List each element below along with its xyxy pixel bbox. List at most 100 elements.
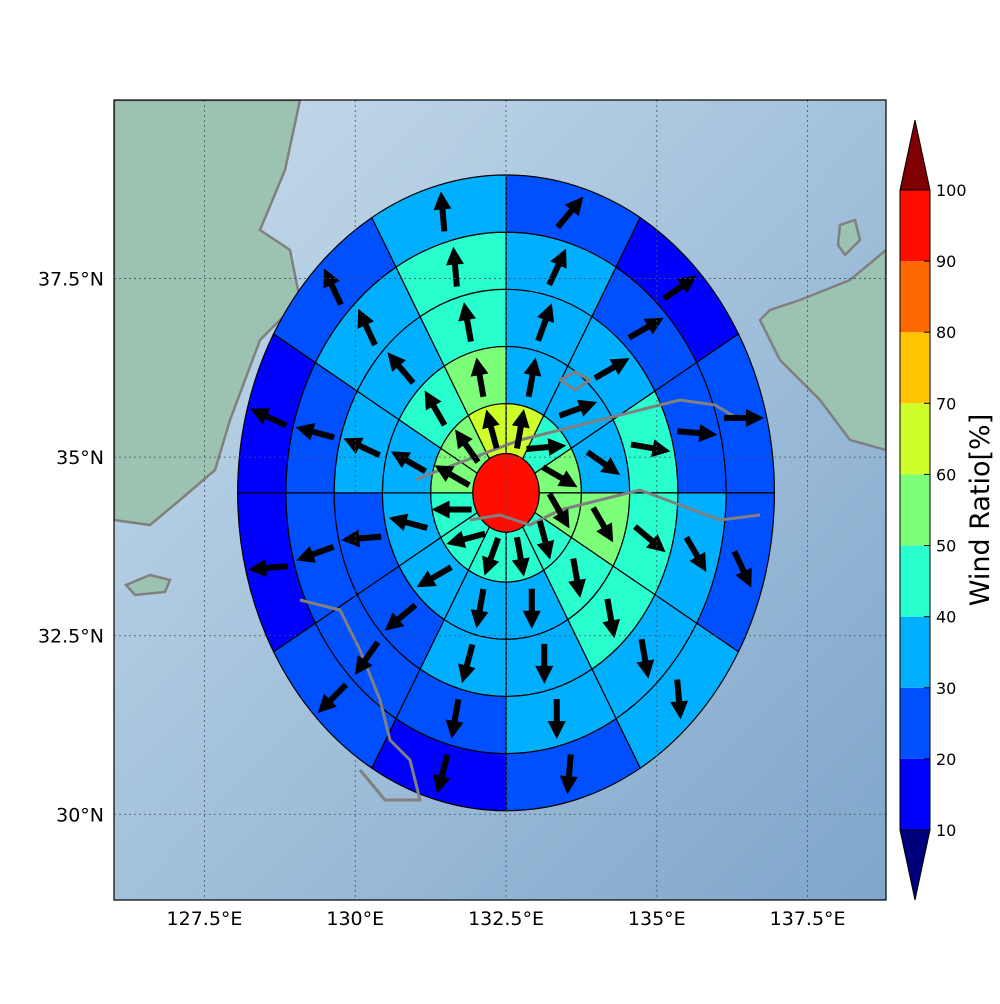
- arrow-ring3-s6: [535, 643, 554, 684]
- colorbar-segment: [900, 545, 930, 617]
- colorbar-segment: [900, 687, 930, 759]
- arrow-ring6-s10-shaft: [0, 0, 3, 18]
- arrow-ring5-s1-shaft: [555, 206, 576, 230]
- axes: 127.5°E 130°E 132.5°E 135°E 137.5°E 30°N 32.5°…: [38, 99, 887, 930]
- arrow-ring4-s9-shaft: [310, 543, 335, 558]
- arrow-ring4-s8-head: [354, 655, 373, 676]
- arrow-ring1-s4-head: [552, 508, 570, 529]
- arrow-ring2-s12-shaft: [476, 372, 487, 398]
- arrow-ring4-s1-head: [550, 248, 567, 269]
- arrow-ring1-s2-head: [547, 438, 567, 457]
- arrow-ring1-s5-head: [536, 539, 555, 560]
- arrow-ring1-s12-shaft: [487, 424, 500, 449]
- arrow-ring2-s3-head: [600, 457, 621, 475]
- arrow-ring5-s6: [559, 754, 578, 795]
- arrow-ring1-s11-head: [455, 429, 473, 450]
- colorbar-frame: [899, 189, 931, 831]
- jeju-island: [123, 573, 172, 597]
- arrow-ring3-s3: [630, 439, 671, 458]
- arrow-ring4-s7: [445, 698, 464, 739]
- arrow-ring2-s2-shaft: [558, 404, 584, 419]
- arrow-ring4-s7-shaft: [451, 698, 462, 724]
- arrow-ring3-s4: [633, 524, 666, 553]
- arrow-ring3-s8-shaft: [395, 602, 418, 623]
- arrow-ring2-s9: [388, 513, 429, 532]
- arrow-ring1-s10: [434, 465, 471, 488]
- arrow-ring3-s5: [602, 598, 621, 639]
- oki-island: [836, 218, 862, 257]
- arrow-ring6-s10: [0, 0, 9, 18]
- colorbar-extend-top: [899, 119, 931, 191]
- arrow-ring2-s8: [416, 564, 453, 588]
- arrow-ring2-s8-shaft: [428, 564, 453, 582]
- arrow-ring2-s12-head: [470, 357, 489, 377]
- arrow-ring4-s1-shaft: [546, 261, 563, 287]
- arrow-ring2-s4-head: [596, 522, 614, 543]
- arrow-ring1-s1-head: [511, 409, 530, 429]
- arrow-ring6-s2: [0, 0, 9, 18]
- arrow-ring6-s3-shaft: [0, 0, 3, 18]
- arrow-ring5-s10: [250, 408, 288, 429]
- arrow-ring3-s3-head: [651, 439, 671, 458]
- arrow-ring3-s10: [343, 437, 381, 458]
- arrow-ring4-s3: [677, 424, 718, 443]
- arrow-ring1-s10-head: [434, 465, 455, 483]
- arrow-ring1-s5-shaft: [536, 520, 549, 545]
- x-tick-label: 130°E: [326, 908, 384, 930]
- arrow-ring1-s9-shaft: [447, 506, 472, 513]
- colorbar-segment: [900, 758, 930, 830]
- arrow-ring3-s5-head: [602, 618, 621, 639]
- arrow-ring6-s2-shaft: [0, 0, 3, 18]
- arrow-ring1-s4: [546, 492, 570, 529]
- arrow-ring1-s3: [541, 464, 578, 488]
- colorbar-tick-label: 70: [936, 394, 956, 413]
- arrow-ring4-s9: [296, 543, 335, 563]
- arrow-ring5-s4-shaft: [731, 550, 748, 575]
- arrow-ring2-s10: [390, 451, 427, 474]
- arrow-ring3-s12: [458, 302, 476, 343]
- arrow-ring5-s5-shaft: [674, 679, 683, 704]
- center-disc: [472, 452, 540, 533]
- arrow-ring1-s2-shaft: [526, 443, 551, 452]
- arrow-ring5-s2-head: [676, 275, 697, 294]
- arrow-ring5-s3-head: [745, 408, 764, 427]
- arrow-ring4-s12-head: [445, 246, 464, 266]
- arrow-ring4-s4: [683, 535, 707, 572]
- arrow-ring2-s4-shaft: [590, 506, 608, 531]
- arrow-ring3-s11-head: [387, 352, 406, 372]
- colorbar-extend-bottom: [899, 829, 931, 901]
- arrow-ring3-s8: [384, 602, 418, 631]
- arrow-ring6-s5: [0, 0, 9, 18]
- arrow-ring2-s11: [424, 390, 448, 427]
- arrow-ring2-s8-head: [416, 570, 437, 588]
- arrow-ring2-s9-shaft: [403, 518, 429, 531]
- arrow-ring5-s11-shaft: [328, 281, 344, 306]
- arrow-ring2-s1-shaft: [525, 372, 536, 398]
- y-tick-label: 35°N: [56, 447, 104, 469]
- arrow-ring3-s7: [458, 643, 476, 684]
- arrow-ring4-s11: [357, 308, 378, 347]
- arrow-ring1-s6: [511, 536, 530, 577]
- arrow-ring3-s9: [341, 529, 382, 548]
- colorbar-segment: [900, 403, 930, 475]
- colorbar-segment: [900, 616, 930, 688]
- arrow-ring1-s11: [455, 429, 481, 464]
- arrow-ring6-s9: [0, 0, 9, 18]
- arrow-ring3-s10-head: [343, 437, 364, 455]
- arrow-ring5-s5: [670, 679, 689, 720]
- arrow-ring4-s10: [295, 423, 335, 441]
- arrow-ring3-s7-shaft: [463, 643, 476, 669]
- arrow-ring1-s9: [431, 500, 472, 519]
- y-tick-label: 30°N: [56, 804, 104, 826]
- arrow-ring5-s9-head: [248, 559, 267, 578]
- arrow-ring3-s5-shaft: [604, 598, 615, 624]
- shikoku-coastline: [469, 488, 761, 527]
- x-tick-label: 132.5°E: [468, 908, 544, 930]
- arrow-ring3-s1: [535, 303, 555, 342]
- arrow-ring4-s4-shaft: [683, 535, 701, 560]
- arrow-ring3-s8-head: [384, 612, 405, 631]
- arrow-ring3-s4-head: [646, 533, 666, 553]
- colorbar-tick-label: 80: [936, 323, 956, 342]
- arrow-ring4-s6-head: [547, 721, 566, 740]
- sector-grid: [237, 174, 776, 812]
